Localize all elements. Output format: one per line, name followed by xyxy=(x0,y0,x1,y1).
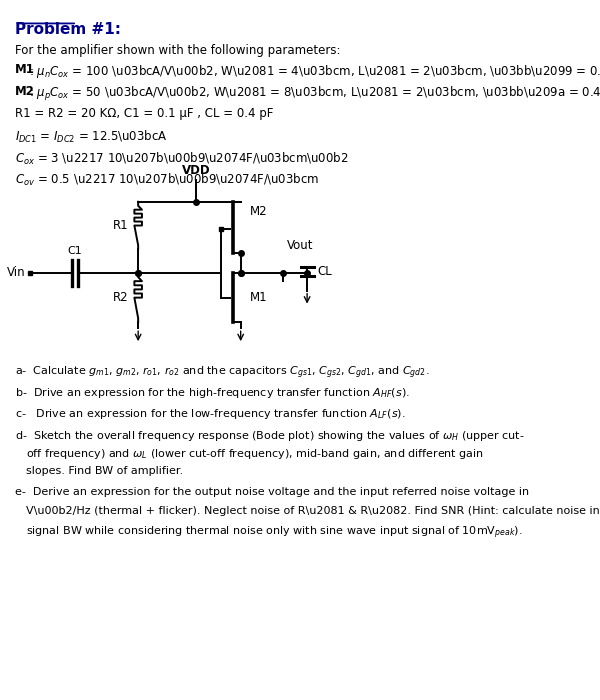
Text: VDD: VDD xyxy=(182,164,211,177)
Text: : $\mu_n C_{ox}$ = 100 \u03bcA/V\u00b2, W\u2081 = 4\u03bcm, L\u2081 = 2\u03bcm, : : $\mu_n C_{ox}$ = 100 \u03bcA/V\u00b2, … xyxy=(29,64,600,80)
Text: R2: R2 xyxy=(113,291,129,304)
Text: $C_{ov}$ = 0.5 \u2217 10\u207b\u00b9\u2074F/\u03bcm: $C_{ov}$ = 0.5 \u2217 10\u207b\u00b9\u20… xyxy=(14,172,319,188)
Text: C1: C1 xyxy=(68,246,83,256)
Text: For the amplifier shown with the following parameters:: For the amplifier shown with the followi… xyxy=(14,43,340,57)
Text: a-  Calculate $g_{m1}$, $g_{m2}$, $r_{o1}$, $r_{o2}$ and the capacitors $C_{gs1}: a- Calculate $g_{m1}$, $g_{m2}$, $r_{o1}… xyxy=(14,365,429,382)
Text: signal BW while considering thermal noise only with sine wave input signal of 10: signal BW while considering thermal nois… xyxy=(26,525,523,541)
Text: Vout: Vout xyxy=(287,239,314,252)
Text: R1 = R2 = 20 KΩ, C1 = 0.1 μF , CL = 0.4 pF: R1 = R2 = 20 KΩ, C1 = 0.1 μF , CL = 0.4 … xyxy=(14,107,273,120)
Text: $C_{ox}$ = 3 \u2217 10\u207b\u00b9\u2074F/\u03bcm\u00b2: $C_{ox}$ = 3 \u2217 10\u207b\u00b9\u2074… xyxy=(14,150,349,167)
Text: d-  Sketch the overall frequency response (Bode plot) showing the values of $\om: d- Sketch the overall frequency response… xyxy=(14,428,524,442)
Text: c-   Drive an expression for the low-frequency transfer function $A_{LF}(s)$.: c- Drive an expression for the low-frequ… xyxy=(14,407,405,421)
Text: off frequency) and $\omega_L$ (lower cut-off frequency), mid-band gain, and diff: off frequency) and $\omega_L$ (lower cut… xyxy=(26,447,484,461)
Text: Vin: Vin xyxy=(7,267,26,279)
Text: : $\mu_p C_{ox}$ = 50 \u03bcA/V\u00b2, W\u2081 = 8\u03bcm, L\u2081 = 2\u03bcm, \: : $\mu_p C_{ox}$ = 50 \u03bcA/V\u00b2, W… xyxy=(29,85,600,103)
Text: e-  Derive an expression for the output noise voltage and the input referred noi: e- Derive an expression for the output n… xyxy=(14,487,529,497)
Text: M2: M2 xyxy=(14,85,35,98)
Text: V\u00b2/Hz (thermal + flicker). Neglect noise of R\u2081 & R\u2082. Find SNR (Hi: V\u00b2/Hz (thermal + flicker). Neglect … xyxy=(26,506,600,516)
Text: M2: M2 xyxy=(250,205,268,218)
Text: M1: M1 xyxy=(250,291,268,304)
Text: slopes. Find BW of amplifier.: slopes. Find BW of amplifier. xyxy=(26,466,184,476)
Text: M1: M1 xyxy=(14,64,35,76)
Text: b-  Drive an expression for the high-frequency transfer function $A_{HF}(s)$.: b- Drive an expression for the high-freq… xyxy=(14,386,409,400)
Text: CL: CL xyxy=(317,265,332,278)
Text: R1: R1 xyxy=(113,219,129,232)
Text: Problem #1:: Problem #1: xyxy=(14,22,121,37)
Text: $I_{DC1}$ = $I_{DC2}$ = 12.5\u03bcA: $I_{DC1}$ = $I_{DC2}$ = 12.5\u03bcA xyxy=(14,129,167,145)
